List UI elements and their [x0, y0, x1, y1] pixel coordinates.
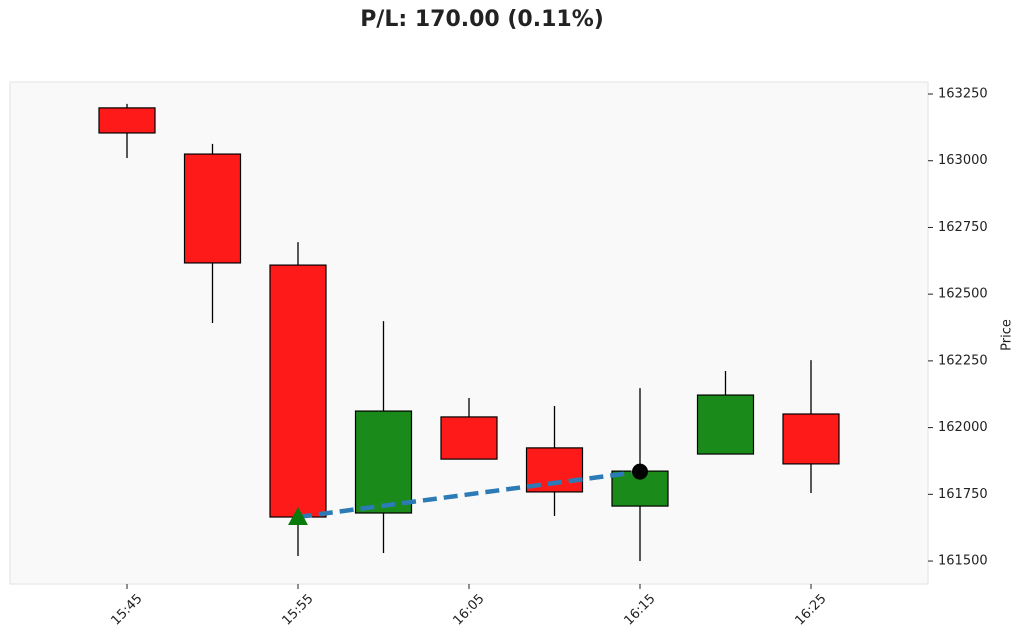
- y-tick-label: 162750: [938, 220, 988, 235]
- trade-line: [297, 469, 641, 520]
- x-tick-label: 16:15: [621, 591, 658, 628]
- y-tick-label: 163000: [938, 153, 988, 168]
- y-tick-label: 161750: [938, 487, 988, 502]
- candle-body: [269, 264, 327, 518]
- y-tick-label: 161500: [938, 554, 988, 569]
- x-tick-label: 16:25: [792, 591, 829, 628]
- candle-body: [98, 107, 156, 134]
- entry-marker: [288, 507, 308, 526]
- x-tick-label: 15:45: [108, 591, 145, 628]
- candle-body: [782, 413, 840, 465]
- chart-title: P/L: 170.00 (0.11%): [360, 7, 604, 32]
- plot-area: [9, 81, 929, 585]
- exit-marker: [632, 463, 648, 480]
- y-tick-label: 162500: [938, 287, 988, 302]
- x-tick-label: 15:55: [279, 591, 316, 628]
- y-tick-label: 163250: [938, 87, 988, 102]
- x-tick-label: 16:05: [450, 591, 487, 628]
- y-axis-label: Price: [1000, 319, 1015, 351]
- candle-body: [354, 410, 413, 514]
- candle-body: [440, 416, 498, 460]
- candle-body: [696, 394, 755, 455]
- y-tick-label: 162250: [938, 353, 988, 368]
- y-tick-label: 162000: [938, 420, 988, 435]
- candle-body: [183, 153, 242, 264]
